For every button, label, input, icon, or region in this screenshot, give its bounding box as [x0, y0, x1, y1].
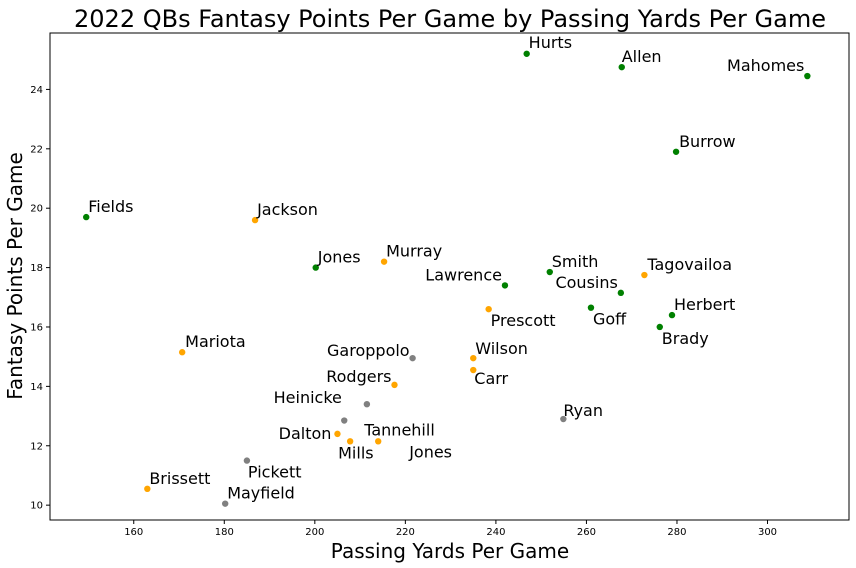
data-point — [485, 305, 492, 313]
y-tick-label: 20 — [30, 204, 43, 215]
point-label: Allen — [622, 47, 662, 66]
data-point — [668, 311, 676, 319]
data-point — [334, 430, 341, 438]
data-point — [618, 63, 625, 71]
data-point — [346, 438, 354, 445]
data-point — [523, 50, 530, 57]
point-labels: Hurts Allen Mahomes Burrow Fields Jackson Jone… — [88, 33, 804, 503]
point-label: Jones — [317, 248, 361, 267]
data-point — [375, 438, 382, 445]
x-tick-label: 280 — [667, 527, 686, 538]
x-tick-label: 240 — [486, 527, 505, 538]
x-tick-label: 220 — [396, 527, 415, 538]
y-tick-label: 12 — [30, 441, 43, 452]
plot-area — [49, 32, 850, 521]
data-point — [83, 213, 90, 221]
point-label: Jones — [408, 442, 452, 461]
point-label: Tagovailoa — [646, 255, 732, 274]
data-point — [221, 500, 229, 507]
point-label: Burrow — [679, 132, 736, 151]
data-point — [587, 304, 595, 311]
x-axis-label: Passing Yards Per Game — [331, 539, 569, 563]
data-point — [409, 354, 416, 362]
point-label: Pickett — [248, 463, 302, 482]
data-point — [560, 415, 567, 423]
point-label: Mills — [338, 443, 373, 462]
point-label: Brady — [662, 329, 709, 348]
point-label: Mariota — [185, 332, 246, 351]
point-label: Heinicke — [274, 388, 342, 407]
x-tick-label: 200 — [305, 527, 324, 538]
y-tick-label: 18 — [30, 263, 43, 274]
data-point — [501, 282, 509, 289]
point-label: Jackson — [256, 200, 318, 219]
point-label: Murray — [386, 242, 442, 261]
point-label: Brissett — [149, 469, 210, 488]
y-tick-label: 14 — [30, 382, 43, 393]
point-label: Herbert — [674, 295, 735, 314]
data-point — [656, 323, 663, 331]
data-point — [641, 271, 648, 279]
data-point — [363, 400, 371, 408]
data-point — [380, 258, 388, 265]
point-label: Ryan — [563, 401, 603, 420]
point-label: Rodgers — [326, 367, 391, 386]
data-point — [546, 268, 553, 276]
data-point — [243, 457, 251, 464]
data-point — [391, 381, 398, 389]
y-tick-label: 22 — [30, 144, 43, 155]
chart-title: 2022 QBs Fantasy Points Per Game by Pass… — [74, 5, 826, 33]
data-point — [144, 485, 151, 493]
y-axis: 10 12 14 16 18 20 22 24 — [30, 85, 50, 512]
point-label: Hurts — [529, 33, 572, 52]
x-tick-label: 300 — [758, 527, 777, 538]
point-label: Lawrence — [425, 265, 502, 284]
data-point — [312, 264, 319, 271]
point-label: Wilson — [475, 339, 528, 358]
y-tick-label: 10 — [30, 501, 43, 512]
y-axis-label: Fantasy Points Per Game — [3, 152, 27, 400]
point-label: Tannehill — [363, 421, 435, 440]
data-point — [617, 289, 625, 297]
point-label: Prescott — [491, 311, 556, 330]
data-point — [804, 72, 811, 80]
data-point — [178, 349, 186, 356]
data-point — [672, 148, 680, 155]
data-point — [251, 216, 259, 224]
x-axis: 160 180 200 220 240 260 280 300 — [124, 520, 777, 538]
point-label: Cousins — [555, 273, 617, 292]
x-tick-label: 260 — [577, 527, 596, 538]
x-tick-label: 180 — [215, 527, 234, 538]
point-label: Garoppolo — [327, 341, 410, 360]
point-label: Carr — [474, 369, 508, 388]
y-tick-label: 16 — [30, 322, 43, 333]
data-point — [470, 354, 477, 362]
point-label: Mayfield — [227, 484, 295, 503]
data-point — [470, 366, 477, 374]
point-label: Smith — [552, 252, 599, 271]
point-label: Fields — [88, 197, 133, 216]
data-points — [83, 50, 811, 507]
point-label: Goff — [593, 310, 627, 329]
y-tick-label: 24 — [30, 85, 43, 96]
point-label: Dalton — [279, 424, 332, 443]
data-point — [341, 417, 348, 424]
x-tick-label: 160 — [124, 527, 143, 538]
point-label: Mahomes — [727, 56, 804, 75]
